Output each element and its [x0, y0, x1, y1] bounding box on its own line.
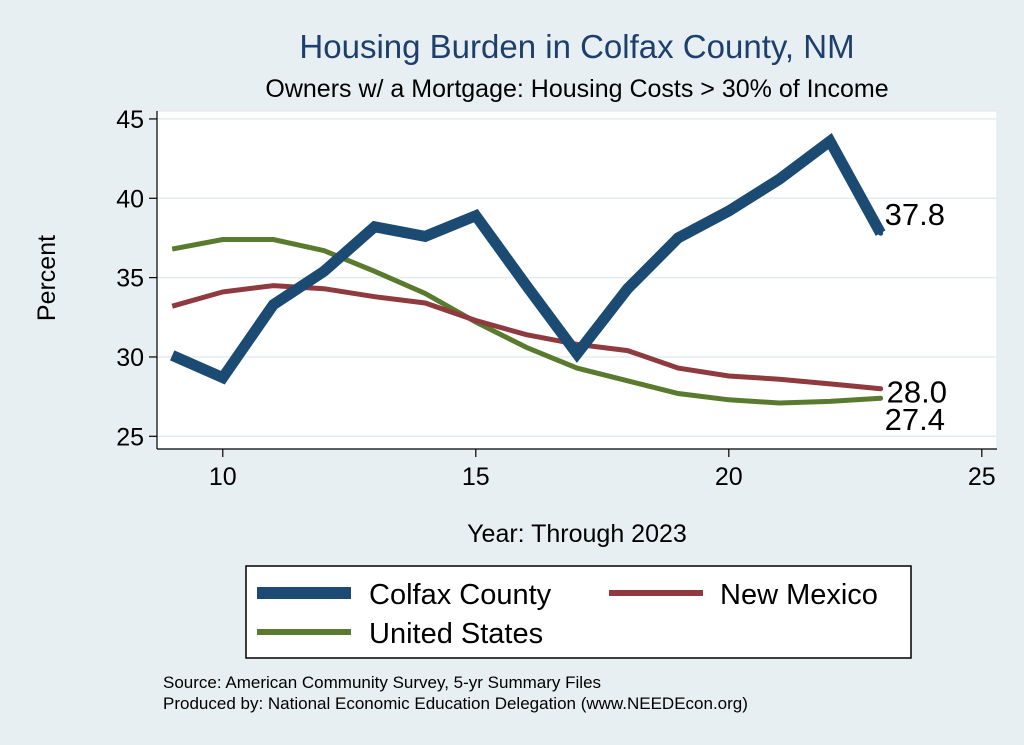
axes: 25 30 35 40 45 10 15 20 25 — [116, 106, 997, 491]
end-labels: 37.8 28.027.4 — [885, 197, 947, 437]
x-tick-label-25: 25 — [968, 463, 996, 491]
legend-label-colfax-county: Colfax County — [369, 579, 552, 611]
y-tick-label-40: 40 — [116, 185, 144, 213]
x-axis-title: Year: Through 2023 — [467, 520, 687, 548]
y-tick-label-35: 35 — [116, 265, 144, 293]
legend-label-new-mexico: New Mexico — [720, 579, 878, 611]
x-tick-label-10: 10 — [209, 463, 237, 491]
series-line-united-states — [171, 237, 881, 406]
legend: Colfax County New Mexico United States — [245, 565, 912, 659]
end-label-united-states: 27.4 — [885, 402, 945, 437]
end-label-colfax-county: 37.8 — [885, 197, 945, 232]
series-line-new-mexico — [171, 283, 881, 392]
chart-subtitle: Owners w/ a Mortgage: Housing Costs > 30… — [265, 75, 888, 103]
series-lines — [169, 132, 886, 406]
x-tick-label-15: 15 — [462, 463, 490, 491]
source-note: Source: American Community Survey, 5-yr … — [163, 673, 601, 692]
producer-note: Produced by: National Economic Education… — [163, 694, 748, 713]
y-tick-label-25: 25 — [116, 423, 144, 451]
legend-box — [245, 565, 912, 659]
end-label-new-mexico: 28.0 — [887, 375, 947, 410]
y-tick-label-45: 45 — [116, 106, 144, 134]
chart-title: Housing Burden in Colfax County, NM — [299, 28, 854, 65]
end-point-new-mexico — [878, 386, 884, 392]
y-tick-label-30: 30 — [116, 344, 144, 372]
y-axis-title: Percent — [33, 235, 61, 321]
end-point-united-states — [878, 395, 884, 401]
series-line-colfax-county — [169, 132, 886, 385]
x-tick-label-20: 20 — [715, 463, 743, 491]
plot-area — [156, 110, 998, 450]
legend-label-united-states: United States — [369, 618, 543, 650]
end-point-colfax-county — [878, 230, 884, 236]
